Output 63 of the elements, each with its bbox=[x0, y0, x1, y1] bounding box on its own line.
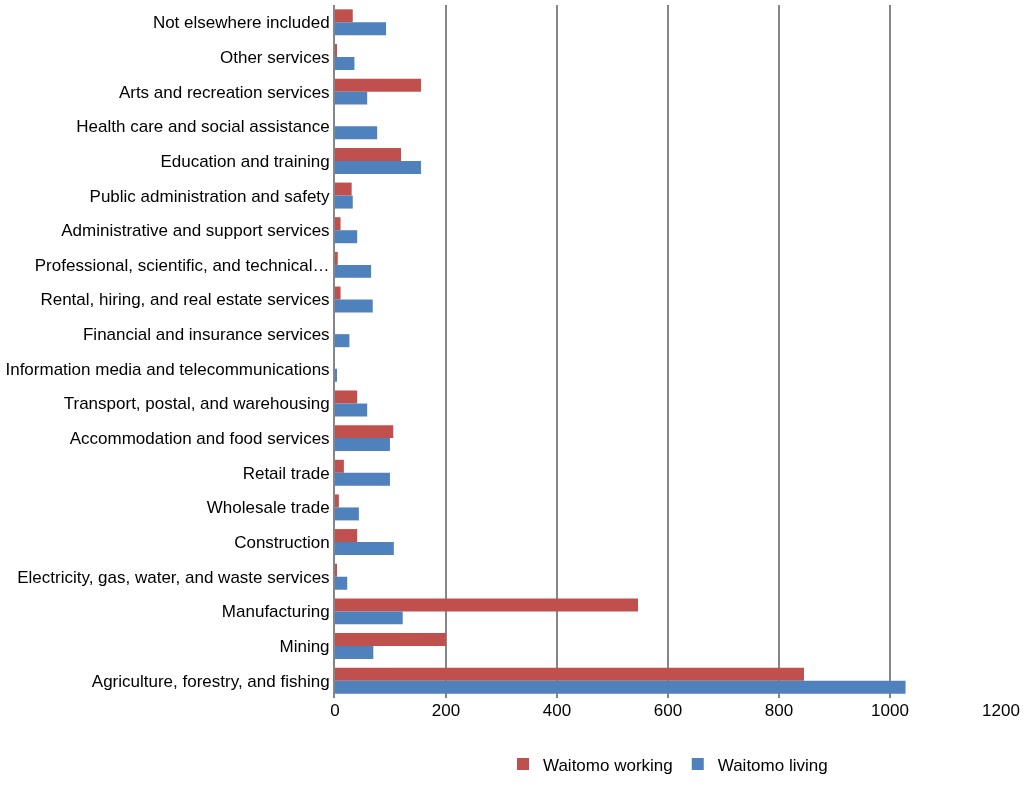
bar bbox=[335, 217, 341, 231]
bar bbox=[335, 472, 390, 486]
bar bbox=[335, 147, 402, 161]
y-tick-label: Arts and recreation services bbox=[118, 82, 330, 102]
bar bbox=[335, 611, 403, 625]
y-tick-label: Public administration and safety bbox=[89, 186, 331, 206]
bar bbox=[335, 286, 341, 300]
bar bbox=[335, 680, 906, 694]
y-tick-label: Professional, scientific, and technical… bbox=[34, 255, 330, 275]
y-tick-label: Education and training bbox=[160, 151, 330, 171]
y-tick-label: Health care and social assistance bbox=[76, 117, 330, 137]
bar bbox=[335, 576, 348, 590]
y-tick-label: Wholesale trade bbox=[206, 498, 330, 518]
bar bbox=[335, 22, 387, 36]
y-tick-label: Transport, postal, and warehousing bbox=[63, 394, 330, 414]
bar bbox=[335, 425, 394, 439]
x-tick-label: 200 bbox=[431, 701, 461, 720]
bar bbox=[335, 667, 804, 681]
y-tick-label: Construction bbox=[234, 533, 330, 553]
bar bbox=[335, 251, 338, 265]
x-tick-label: 1200 bbox=[982, 701, 1020, 720]
bar bbox=[335, 438, 390, 452]
bar bbox=[335, 390, 358, 404]
bar bbox=[335, 334, 350, 348]
bar bbox=[335, 529, 358, 543]
y-tick-label: Information media and telecommunications bbox=[5, 359, 330, 379]
y-tick-label: Not elsewhere included bbox=[152, 13, 330, 33]
x-tick-label: 600 bbox=[653, 701, 683, 720]
x-tick-label: 800 bbox=[764, 701, 794, 720]
y-tick-label: Mining bbox=[279, 636, 330, 656]
bar bbox=[335, 56, 355, 70]
bar bbox=[335, 507, 359, 521]
x-tick-label: 1000 bbox=[871, 701, 909, 720]
y-tick-label: Retail trade bbox=[242, 463, 330, 483]
bar bbox=[335, 195, 353, 209]
y-tick-label: Accommodation and food services bbox=[69, 429, 330, 449]
bar bbox=[335, 403, 368, 417]
bar bbox=[335, 160, 422, 174]
legend-label: Waitomo working bbox=[543, 755, 673, 775]
y-tick-label: Manufacturing bbox=[221, 602, 330, 622]
bar bbox=[335, 91, 368, 105]
y-tick-label: Financial and insurance services bbox=[82, 325, 330, 345]
x-tick-label: 400 bbox=[542, 701, 572, 720]
bar bbox=[335, 633, 446, 647]
bar bbox=[335, 646, 374, 660]
y-tick-label: Electricity, gas, water, and waste services bbox=[17, 567, 330, 587]
y-tick-label: Administrative and support services bbox=[61, 221, 330, 241]
bar bbox=[335, 598, 639, 612]
bar bbox=[335, 9, 353, 23]
y-tick-label: Agriculture, forestry, and fishing bbox=[91, 671, 330, 691]
bar bbox=[335, 299, 373, 313]
legend-label: Waitomo living bbox=[717, 755, 828, 775]
bar bbox=[335, 494, 339, 508]
bar bbox=[335, 459, 344, 473]
bar bbox=[335, 542, 394, 556]
bar bbox=[335, 264, 372, 278]
y-tick-label: Rental, hiring, and real estate services bbox=[40, 290, 330, 310]
bar bbox=[335, 126, 378, 140]
y-tick-label: Other services bbox=[220, 47, 330, 67]
bar bbox=[335, 78, 422, 92]
bar bbox=[335, 182, 352, 196]
bar bbox=[335, 230, 358, 244]
x-tick-label: 0 bbox=[330, 701, 340, 720]
